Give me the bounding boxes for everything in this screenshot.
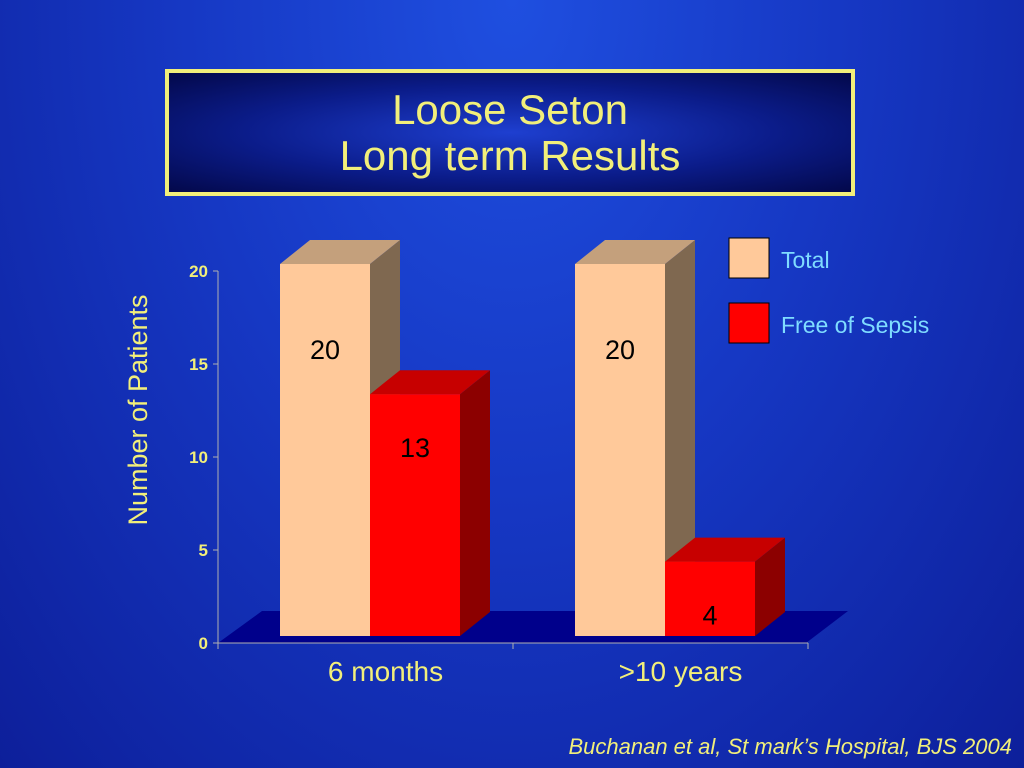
legend-label: Free of Sepsis [781, 312, 929, 338]
bar [575, 264, 665, 636]
y-tick-label: 0 [199, 634, 208, 653]
y-tick-label: 20 [189, 262, 208, 281]
bar-top [370, 370, 490, 395]
title-box: Loose Seton Long term Results [165, 69, 855, 196]
slide-title-line-2: Long term Results [339, 132, 681, 179]
data-label: 20 [310, 335, 340, 365]
data-label: 20 [605, 335, 635, 365]
bar [280, 264, 370, 636]
slide-title-line-1: Loose Seton [392, 86, 628, 133]
legend-swatch [728, 237, 770, 279]
bar [665, 561, 755, 636]
bar [370, 394, 460, 636]
legend-swatch [728, 302, 770, 344]
bar-top [575, 240, 695, 264]
citation: Buchanan et al, St mark’s Hospital, BJS … [568, 734, 1012, 759]
y-tick-label: 15 [189, 355, 208, 374]
y-axis-label: Number of Patients [123, 294, 153, 525]
bar-side [755, 537, 785, 636]
legend-label: Total [781, 247, 830, 273]
x-tick-label: >10 years [619, 656, 743, 687]
x-tick-label: 6 months [328, 656, 443, 687]
y-tick-label: 5 [199, 541, 208, 560]
data-label: 4 [702, 601, 717, 631]
y-tick-label: 10 [189, 448, 208, 467]
bar-top [665, 537, 785, 562]
data-label: 13 [400, 433, 430, 463]
bar-top [280, 240, 400, 264]
bar-side [665, 240, 695, 636]
bar-side [460, 370, 490, 636]
